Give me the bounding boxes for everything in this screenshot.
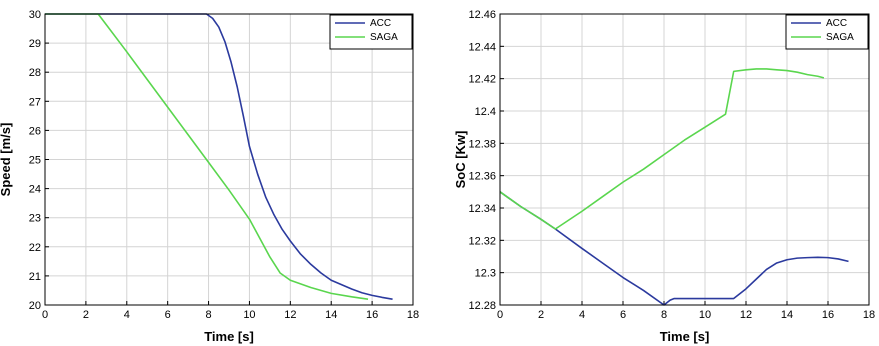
y-tick-label: 12.28 — [468, 300, 496, 312]
x-tick-label: 18 — [407, 309, 419, 321]
legend-box — [785, 14, 869, 50]
y-tick-label: 28 — [29, 67, 41, 79]
y-tick-label: 26 — [29, 125, 41, 137]
x-tick-label: 12 — [740, 309, 752, 321]
y-tick-label: 12.3 — [475, 268, 496, 280]
y-tick-label: 29 — [29, 38, 41, 50]
x-tick-label: 18 — [863, 309, 875, 321]
soc-chart: 0 2 4 6 8 10 12 14 16 18 12.28 12.3 12.32 12.34 12.36 1… — [453, 9, 875, 344]
y-tick-label: 24 — [29, 184, 41, 196]
y-tick-label: 12.36 — [468, 171, 496, 183]
y-tick-label: 21 — [29, 271, 41, 283]
x-tick-label: 16 — [822, 309, 834, 321]
y-tick-label: 12.44 — [468, 41, 496, 53]
y-tick-label: 12.34 — [468, 203, 496, 215]
x-tick-label: 4 — [124, 309, 130, 321]
axes-frame — [44, 13, 414, 306]
y-axis-label: Speed [m/s] — [0, 123, 13, 197]
y-tick-label: 12.42 — [468, 74, 496, 86]
y-tick-label: 27 — [29, 96, 41, 108]
x-tick-label: 14 — [325, 309, 337, 321]
series-line-saga — [499, 68, 825, 230]
x-tick-label: 10 — [699, 309, 711, 321]
legend-label-saga: SAGA — [826, 32, 854, 43]
y-tick-label: 12.32 — [468, 235, 496, 247]
y-axis-label: SoC [Kw] — [453, 131, 468, 189]
speed-chart: 0 2 4 6 8 10 12 14 16 182021222324252627282930Tim… — [0, 9, 419, 344]
x-tick-label: 10 — [243, 309, 255, 321]
legend-box — [329, 14, 413, 50]
x-tick-label: 8 — [205, 309, 211, 321]
x-axis-label: Time [s] — [660, 329, 710, 344]
y-tick-label: 25 — [29, 155, 41, 167]
axes-frame — [499, 13, 870, 306]
y-tick-label: 12.46 — [468, 9, 496, 21]
plot-area — [500, 14, 869, 305]
legend-label-saga: SAGA — [370, 32, 398, 43]
y-tick-label: 20 — [29, 300, 41, 312]
x-tick-label: 6 — [165, 309, 171, 321]
x-tick-label: 12 — [284, 309, 296, 321]
x-tick-label: 4 — [579, 309, 585, 321]
x-tick-label: 0 — [42, 309, 48, 321]
y-tick-label: 30 — [29, 9, 41, 21]
x-tick-label: 6 — [620, 309, 626, 321]
y-tick-label: 23 — [29, 213, 41, 225]
legend-label-acc: ACC — [370, 18, 391, 29]
x-tick-label: 14 — [781, 309, 793, 321]
x-tick-label: 8 — [661, 309, 667, 321]
y-tick-label: 12.38 — [468, 138, 496, 150]
y-tick-label: 12.4 — [475, 106, 496, 118]
series-line-acc — [499, 191, 849, 306]
legend-label-acc: ACC — [826, 18, 847, 29]
y-tick-label: 22 — [29, 242, 41, 254]
x-tick-label: 2 — [83, 309, 89, 321]
x-tick-label: 16 — [366, 309, 378, 321]
x-axis-label: Time [s] — [204, 329, 254, 344]
x-tick-label: 2 — [538, 309, 544, 321]
x-tick-label: 0 — [497, 309, 503, 321]
